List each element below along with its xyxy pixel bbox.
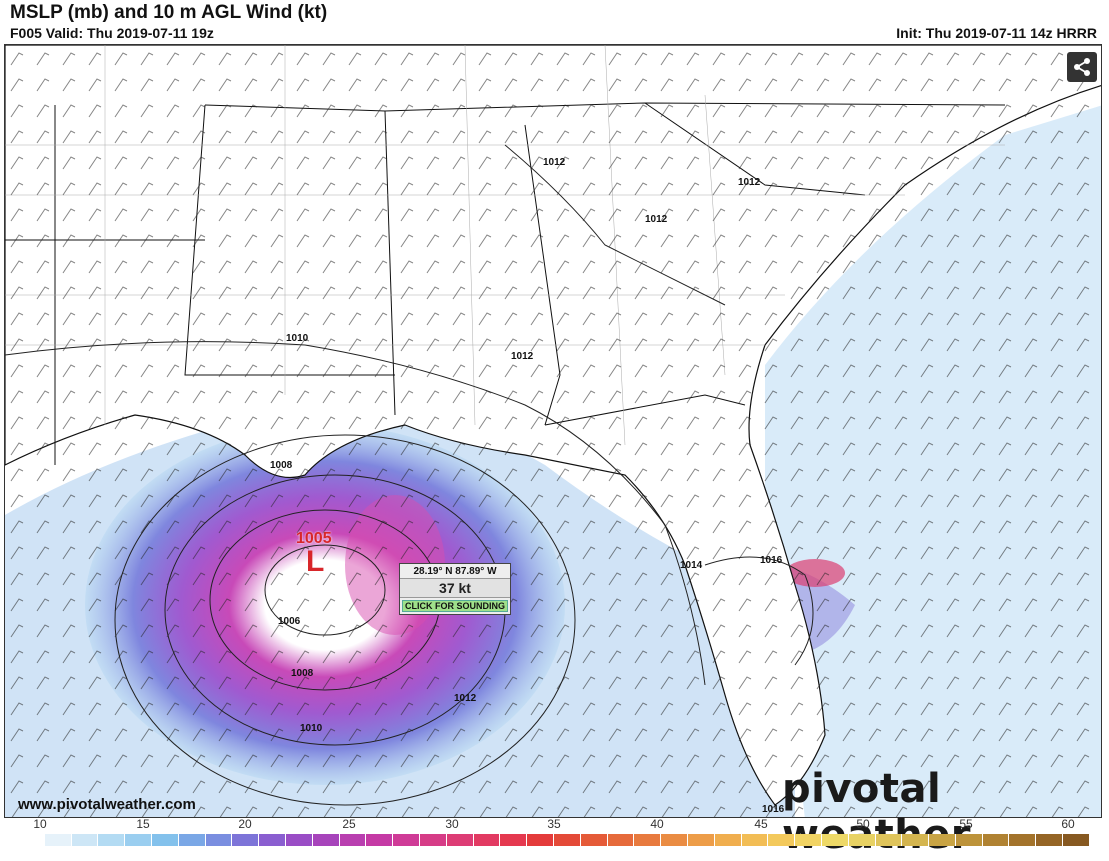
isobar-label: 1010 [286,333,309,344]
colorbar-swatch [902,834,930,846]
colorbar-swatch [98,834,126,846]
isobar-label: 1016 [760,555,783,566]
init-time: Init: Thu 2019-07-11 14z HRRR [896,25,1097,41]
isobar-label: 1010 [300,723,323,734]
colorbar-swatch [634,834,662,846]
isobar-label: 1012 [738,177,761,188]
isobar-label: 1008 [291,668,314,679]
colorbar-swatch [259,834,286,846]
colorbar-swatch [1063,834,1090,846]
colorbar-tick: 10 [33,817,47,831]
colorbar-swatch [580,834,608,846]
low-pressure-marker: L [306,545,325,578]
colorbar-swatch [125,834,152,846]
colorbar-swatch [446,834,474,846]
colorbar-tick: 20 [238,817,252,831]
colorbar-swatch [71,834,99,846]
map-canvas: 1012 1012 1012 1010 1012 1008 1006 1008 … [5,45,1101,817]
colorbar-tick: 50 [856,817,870,831]
colorbar-swatch [44,834,72,846]
colorbar-swatch [768,834,796,846]
colorbar-tick: 30 [445,817,459,831]
isobar-label: 1012 [543,157,566,168]
isobar-label: 1014 [680,560,703,571]
map-title: MSLP (mb) and 10 m AGL Wind (kt) [10,2,328,23]
colorbar-tick: 15 [136,817,150,831]
colorbar-swatch [473,834,501,846]
colorbar-tick: 55 [959,817,973,831]
isobar-label: 1016 [762,804,785,815]
colorbar-swatch [848,834,876,846]
colorbar-swatch [1036,834,1064,846]
valid-time: F005 Valid: Thu 2019-07-11 19z [10,25,214,41]
isobar-label: 1008 [270,460,293,471]
isobar-label: 1012 [511,351,534,362]
colorbar-swatch [929,834,956,846]
isobar-label: 1012 [454,693,477,704]
colorbar-ticks: 10 15 20 25 30 35 40 45 50 55 60 [0,817,1109,833]
colorbar-swatch [607,834,635,846]
weather-map[interactable]: 1012 1012 1012 1010 1012 1008 1006 1008 … [4,44,1102,818]
readout-coords: 28.19° N 87.89° W [413,566,497,577]
colorbar-tick: 35 [547,817,561,831]
readout-wind-speed: 37 kt [400,578,510,598]
header: MSLP (mb) and 10 m AGL Wind (kt) F005 Va… [0,0,1109,44]
colorbar-swatch [339,834,367,846]
colorbar-tick: 60 [1061,817,1075,831]
colorbar-swatch [285,834,313,846]
colorbar-swatch [687,834,715,846]
share-button[interactable] [1067,52,1097,82]
isobar-label: 1012 [645,214,668,225]
low-pressure-value: 1005 [296,530,332,547]
colorbar-tick: 40 [650,817,664,831]
share-icon [1074,58,1090,76]
colorbar-swatch [1009,834,1037,846]
colorbar-swatch [178,834,206,846]
colorbar-swatch [18,834,45,846]
website-url[interactable]: www.pivotalweather.com [18,796,196,813]
click-for-sounding-button[interactable]: CLICK FOR SOUNDING [402,600,508,612]
colorbar-swatch [955,834,983,846]
colorbar-swatch [205,834,233,846]
colorbar-swatch [875,834,903,846]
colorbar-swatch [366,834,394,846]
colorbar-swatch [500,834,528,846]
colorbar-swatch [151,834,179,846]
isobar-label: 1006 [278,616,301,627]
colorbar-swatch [312,834,340,846]
colorbar-swatch [232,834,260,846]
colorbar-swatch [982,834,1010,846]
colorbar-swatch [553,834,581,846]
colorbar-swatch [661,834,688,846]
colorbar-tick: 25 [342,817,356,831]
wind-speed-colorbar [18,834,1090,846]
colorbar-swatch [741,834,769,846]
colorbar-swatch [714,834,742,846]
colorbar-swatch [527,834,554,846]
colorbar-tick: 45 [754,817,768,831]
colorbar-swatch [795,834,822,846]
colorbar-swatch [393,834,420,846]
colorbar-swatch [419,834,447,846]
colorbar-swatch [821,834,849,846]
point-readout: 28.19° N 87.89° W 37 kt CLICK FOR SOUNDI… [399,563,511,615]
